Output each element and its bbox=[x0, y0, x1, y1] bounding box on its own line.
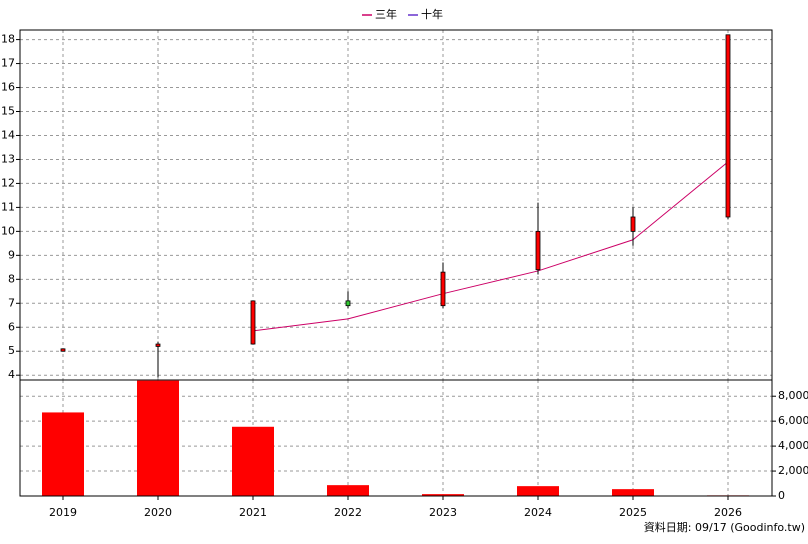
y-tick-label: 18 bbox=[1, 33, 15, 46]
x-tick-label: 2020 bbox=[144, 506, 172, 519]
x-tick-label: 2019 bbox=[49, 506, 77, 519]
y-tick-label: 15 bbox=[1, 105, 15, 118]
y-tick-label: 6 bbox=[8, 320, 15, 333]
volume-frame bbox=[19, 379, 773, 497]
volume-bar bbox=[517, 486, 559, 496]
y-tick-label: 12 bbox=[1, 176, 15, 189]
candle-body bbox=[345, 300, 351, 307]
y-tick-label: 4 bbox=[8, 368, 15, 381]
volume-bar bbox=[42, 412, 84, 496]
volume-bar bbox=[612, 489, 654, 496]
volume-bar bbox=[422, 494, 464, 496]
volume-bar bbox=[137, 380, 179, 496]
ma-line bbox=[252, 161, 729, 332]
y2-tick-label: 4,000 bbox=[778, 439, 808, 452]
x-tick-label: 2021 bbox=[239, 506, 267, 519]
candle-body bbox=[250, 300, 256, 345]
y-tick-label: 16 bbox=[1, 81, 15, 94]
y2-tick-label: 0 bbox=[778, 489, 785, 502]
candle-body bbox=[535, 230, 541, 271]
candle-body bbox=[725, 34, 731, 218]
footer: 資料日期: 09/17 (Goodinfo.tw) bbox=[644, 520, 805, 534]
y-tick-label: 7 bbox=[8, 296, 15, 309]
y-tick-label: 5 bbox=[8, 344, 15, 357]
y-tick-label: 8 bbox=[8, 272, 15, 285]
candle-body bbox=[60, 348, 66, 352]
volume-bar bbox=[232, 426, 274, 496]
legend-label: 三年 bbox=[375, 7, 397, 21]
legend-label: 十年 bbox=[421, 7, 443, 21]
y-tick-label: 10 bbox=[1, 224, 15, 237]
candle-body bbox=[440, 271, 446, 307]
y2-tick-label: 6,000 bbox=[778, 414, 808, 427]
candle-body bbox=[630, 216, 636, 232]
y2-tick-label: 8,000 bbox=[778, 389, 808, 402]
volume-bar bbox=[327, 485, 369, 496]
x-tick-label: 2025 bbox=[619, 506, 647, 519]
x-tick-label: 2026 bbox=[714, 506, 742, 519]
x-tick-label: 2023 bbox=[429, 506, 457, 519]
x-tick-label: 2022 bbox=[334, 506, 362, 519]
y-tick-label: 14 bbox=[1, 128, 15, 141]
y-tick-label: 9 bbox=[8, 248, 15, 261]
y2-tick-label: 2,000 bbox=[778, 464, 808, 477]
x-tick-label: 2024 bbox=[524, 506, 552, 519]
y-tick-label: 13 bbox=[1, 152, 15, 165]
y-tick-label: 11 bbox=[1, 200, 15, 213]
candle-body bbox=[155, 343, 161, 347]
y-tick-label: 17 bbox=[1, 57, 15, 70]
